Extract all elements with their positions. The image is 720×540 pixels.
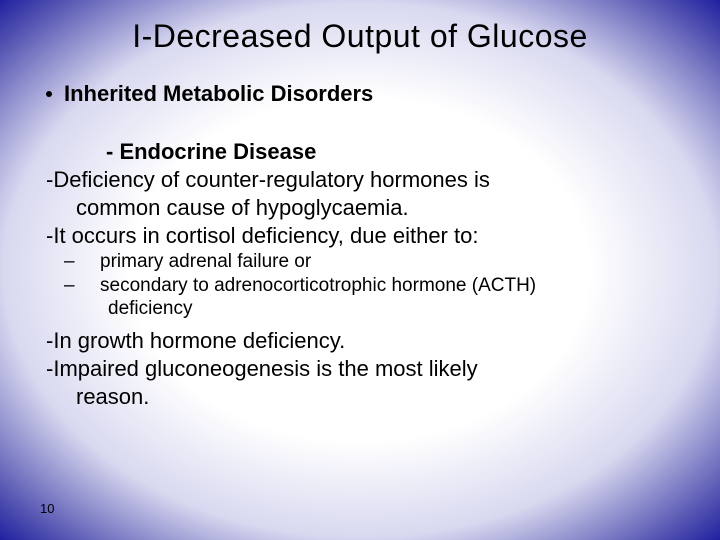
sub-bullet-2b: deficiency — [108, 298, 680, 321]
sub-bullet-2a: –secondary to adrenocorticotrophic hormo… — [86, 275, 680, 298]
subheading-endocrine: - Endocrine Disease — [106, 139, 680, 165]
sub-bullet-2a-text: secondary to adrenocorticotrophic hormon… — [100, 275, 536, 296]
body-line-1b: common cause of hypoglycaemia. — [76, 195, 680, 221]
body-line-4b: reason. — [76, 384, 680, 410]
slide-number: 10 — [40, 501, 54, 516]
slide-title: I-Decreased Output of Glucose — [40, 18, 680, 55]
main-bullet-text: Inherited Metabolic Disorders — [64, 81, 373, 106]
main-bullet: Inherited Metabolic Disorders — [46, 81, 680, 107]
sub-bullet-1: –primary adrenal failure or — [86, 251, 680, 274]
bullet-dot-icon — [46, 91, 52, 97]
body-line-2: -It occurs in cortisol deficiency, due e… — [46, 223, 680, 249]
body-line-1a: -Deficiency of counter-regulatory hormon… — [46, 167, 680, 193]
body-line-4a: -Impaired gluconeogenesis is the most li… — [46, 356, 680, 382]
slide-container: I-Decreased Output of Glucose Inherited … — [0, 0, 720, 540]
sub-bullet-1-text: primary adrenal failure or — [100, 251, 311, 272]
body-line-3: -In growth hormone deficiency. — [46, 328, 680, 354]
